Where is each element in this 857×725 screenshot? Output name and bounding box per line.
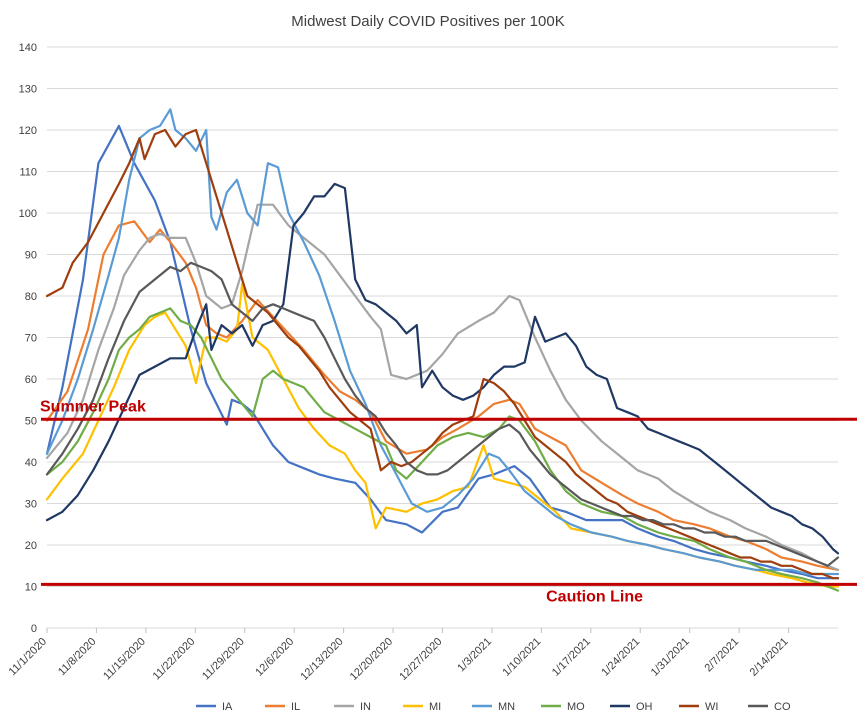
legend-label: IN — [360, 701, 371, 713]
legend: IA IL IN MI MN MO OH WI CO — [196, 701, 791, 713]
y-tick-label: 50 — [25, 416, 37, 428]
series-line-mn — [45, 108, 840, 576]
x-tick-label: 11/1/2020 — [7, 636, 50, 679]
reference-lines: Summer Peak Caution Line — [40, 398, 857, 605]
y-tick-label: 130 — [19, 84, 37, 96]
x-tick-label: 12/27/2020 — [397, 636, 444, 683]
x-tick-label: 11/22/2020 — [151, 636, 198, 683]
legend-label: IA — [222, 701, 233, 713]
reference-line-label: Caution Line — [546, 588, 643, 605]
y-tick-label: 70 — [25, 333, 37, 345]
legend-label: MN — [498, 701, 515, 713]
y-tick-label: 10 — [25, 582, 37, 594]
x-tick-label: 12/13/2020 — [298, 636, 345, 683]
series-line-il — [45, 220, 840, 572]
legend-label: IL — [291, 701, 300, 713]
y-tick-label: 80 — [25, 291, 37, 303]
y-tick-label: 20 — [25, 540, 37, 552]
y-tick-label: 0 — [31, 623, 37, 635]
series-lines — [45, 108, 840, 592]
series-line-wi — [45, 128, 840, 580]
legend-label: MO — [567, 701, 585, 713]
gridlines — [46, 46, 838, 633]
series-line-mo — [45, 307, 840, 592]
x-tick-label: 11/15/2020 — [101, 636, 148, 683]
y-tick-label: 100 — [19, 208, 37, 220]
y-tick-label: 40 — [25, 457, 37, 469]
y-tick-label: 30 — [25, 499, 37, 511]
legend-label: WI — [705, 701, 718, 713]
x-tick-label: 12/6/2020 — [253, 636, 296, 679]
series-line-in — [45, 203, 840, 572]
series-line-oh — [45, 182, 840, 555]
x-tick-label: 1/24/2021 — [599, 636, 642, 679]
chart-title: Midwest Daily COVID Positives per 100K — [291, 13, 564, 30]
reference-line-label: Summer Peak — [40, 398, 146, 415]
legend-label: CO — [774, 701, 791, 713]
y-tick-label: 90 — [25, 250, 37, 262]
x-tick-label: 2/14/2021 — [748, 636, 791, 679]
legend-label: OH — [636, 701, 653, 713]
x-tick-label: 2/7/2021 — [702, 636, 741, 675]
x-tick-label: 1/10/2021 — [500, 636, 543, 679]
series-line-ia — [45, 124, 840, 580]
series-line-mi — [45, 282, 840, 588]
legend-label: MI — [429, 701, 441, 713]
x-tick-label: 1/31/2021 — [649, 636, 692, 679]
x-axis-tick-labels: 11/1/2020 11/8/2020 11/15/2020 11/22/2020 11… — [7, 636, 791, 683]
y-tick-label: 120 — [19, 125, 37, 137]
y-tick-label: 110 — [19, 167, 37, 179]
x-tick-label: 12/20/2020 — [348, 636, 395, 683]
x-tick-label: 1/3/2021 — [455, 636, 494, 675]
x-tick-label: 11/29/2020 — [200, 636, 247, 683]
series-line-co — [45, 261, 840, 567]
x-tick-label: 1/17/2021 — [550, 636, 593, 679]
y-tick-label: 140 — [19, 42, 37, 54]
y-axis-tick-labels: 0 10 20 30 40 50 60 70 80 90 100 110 120 130 140 — [19, 42, 37, 635]
x-tick-label: 11/8/2020 — [56, 636, 99, 679]
y-tick-label: 60 — [25, 374, 37, 386]
